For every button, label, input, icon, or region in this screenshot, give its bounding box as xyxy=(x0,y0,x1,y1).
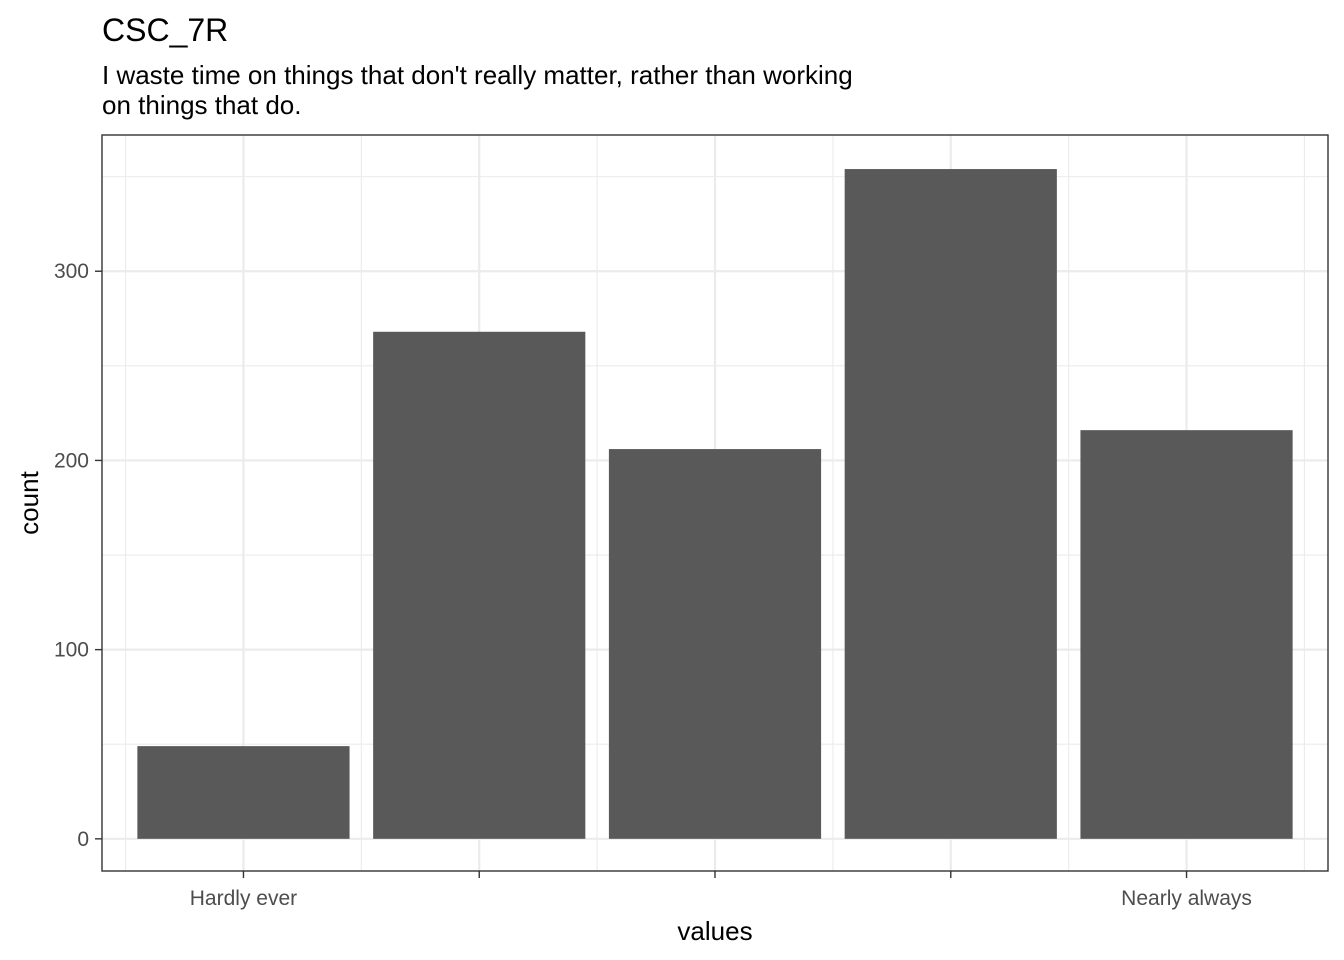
bar xyxy=(1080,430,1293,839)
x-axis-title: values xyxy=(677,916,752,946)
bar xyxy=(137,746,350,839)
y-tick-label: 300 xyxy=(54,260,89,283)
y-axis: 0 100 200 300 xyxy=(54,260,102,851)
bar xyxy=(373,331,586,839)
chart-subtitle-line-2: on things that do. xyxy=(102,90,301,120)
x-axis: Hardly ever Nearly always xyxy=(190,871,1252,910)
bar xyxy=(608,449,822,839)
y-axis-title: count xyxy=(14,470,44,534)
chart-subtitle-line-1: I waste time on things that don't really… xyxy=(102,60,853,90)
y-tick-label: 0 xyxy=(77,828,89,851)
x-tick-label: Hardly ever xyxy=(190,887,297,910)
bar xyxy=(844,169,1057,839)
bars xyxy=(137,169,1293,839)
chart-title: CSC_7R xyxy=(102,12,228,48)
y-tick-label: 100 xyxy=(54,639,89,662)
y-tick-label: 200 xyxy=(54,449,89,472)
x-tick-label: Nearly always xyxy=(1121,887,1252,910)
